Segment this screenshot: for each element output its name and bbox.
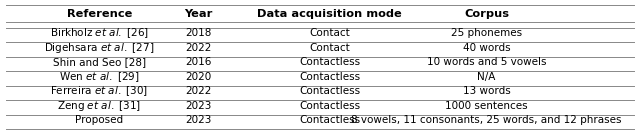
Text: 2022: 2022 (185, 43, 212, 53)
Text: Contactless: Contactless (299, 72, 360, 82)
Text: 2023: 2023 (185, 101, 212, 111)
Text: 8 vowels, 11 consonants, 25 words, and 12 phrases: 8 vowels, 11 consonants, 25 words, and 1… (351, 115, 621, 125)
Text: Contactless: Contactless (299, 115, 360, 125)
Text: 25 phonemes: 25 phonemes (451, 28, 522, 38)
Text: 2023: 2023 (185, 115, 212, 125)
Text: 2020: 2020 (185, 72, 212, 82)
Text: Proposed: Proposed (75, 115, 124, 125)
Text: Contactless: Contactless (299, 101, 360, 111)
Text: Digehsara $\it{et\ al.}$ [27]: Digehsara $\it{et\ al.}$ [27] (44, 41, 154, 55)
Text: Contact: Contact (309, 43, 350, 53)
Text: 13 words: 13 words (463, 86, 510, 96)
Text: Wen $\it{et\ al.}$ [29]: Wen $\it{et\ al.}$ [29] (59, 70, 140, 84)
Text: 2016: 2016 (185, 57, 212, 67)
Text: Corpus: Corpus (464, 9, 509, 19)
Text: Contactless: Contactless (299, 57, 360, 67)
Text: Ferreira $\it{et\ al.}$ [30]: Ferreira $\it{et\ al.}$ [30] (50, 84, 148, 98)
Text: N/A: N/A (477, 72, 495, 82)
Text: 2022: 2022 (185, 86, 212, 96)
Text: Year: Year (184, 9, 212, 19)
Text: Zeng $\it{et\ al.}$ [31]: Zeng $\it{et\ al.}$ [31] (57, 99, 141, 113)
Text: Birkholz $\it{et\ al.}$ [26]: Birkholz $\it{et\ al.}$ [26] (50, 26, 148, 40)
Text: 1000 sentences: 1000 sentences (445, 101, 528, 111)
Text: Contactless: Contactless (299, 86, 360, 96)
Text: Data acquisition mode: Data acquisition mode (257, 9, 402, 19)
Text: Reference: Reference (67, 9, 132, 19)
Text: Contact: Contact (309, 28, 350, 38)
Text: Shin and Seo [28]: Shin and Seo [28] (52, 57, 146, 67)
Text: 10 words and 5 vowels: 10 words and 5 vowels (427, 57, 546, 67)
Text: 2018: 2018 (185, 28, 212, 38)
Text: 40 words: 40 words (463, 43, 510, 53)
